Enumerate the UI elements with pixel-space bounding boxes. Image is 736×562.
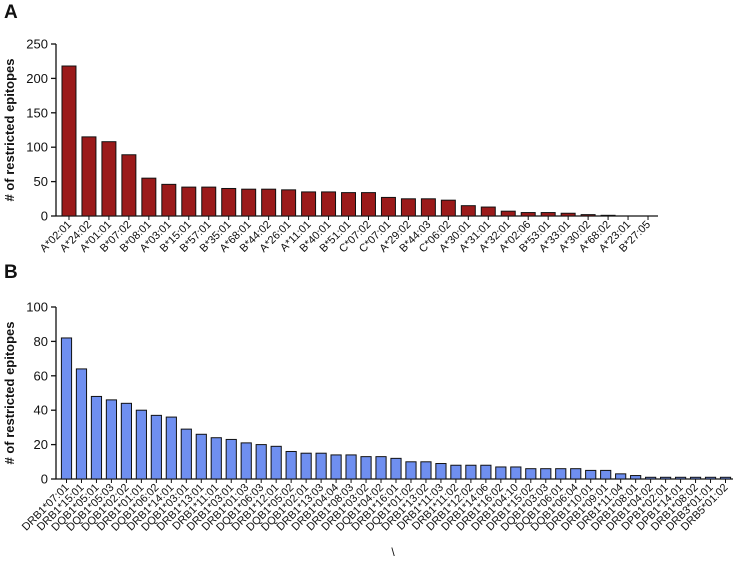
bar <box>241 188 257 217</box>
y-tick-label: 40 <box>34 403 48 418</box>
bar <box>440 199 456 217</box>
y-tick-label: 250 <box>26 37 48 52</box>
y-tick-label: 60 <box>34 368 48 383</box>
bar <box>221 187 237 217</box>
bar <box>240 442 252 480</box>
bar <box>480 464 492 480</box>
bar <box>390 457 402 480</box>
bar <box>60 337 73 480</box>
bar <box>420 461 432 480</box>
bar <box>181 186 197 217</box>
y-tick-label: 100 <box>26 140 48 155</box>
bar <box>225 438 237 480</box>
bar <box>420 198 436 217</box>
bar <box>255 444 267 480</box>
y-tick-label: 20 <box>34 437 48 452</box>
y-tick-label: 50 <box>34 174 48 189</box>
bar <box>525 468 537 480</box>
bar <box>540 212 556 217</box>
bar <box>674 476 687 480</box>
bar <box>141 177 157 217</box>
bar <box>460 205 476 217</box>
bar <box>495 466 507 480</box>
bar <box>360 192 376 217</box>
bar <box>345 454 357 480</box>
bar <box>270 445 282 480</box>
bar <box>510 466 522 480</box>
y-tick-label: 0 <box>41 209 48 224</box>
bar <box>570 468 582 480</box>
bar <box>600 469 612 480</box>
panel-label: A <box>4 2 18 23</box>
bar <box>210 437 222 480</box>
bar <box>400 198 416 217</box>
bar <box>630 475 642 480</box>
bar <box>585 469 597 480</box>
bar <box>201 186 217 217</box>
bar <box>120 402 132 480</box>
bar <box>645 476 657 480</box>
bar <box>580 214 596 217</box>
bar <box>615 473 627 480</box>
bar <box>465 464 477 480</box>
bar <box>301 191 317 217</box>
y-axis-label: # of restricted epitopes <box>2 321 17 464</box>
bar <box>435 463 447 480</box>
bar <box>135 409 147 480</box>
bar <box>520 212 536 217</box>
bar <box>719 476 732 480</box>
y-tick-label: 150 <box>26 105 48 120</box>
bar <box>81 136 97 217</box>
bar <box>161 183 177 217</box>
y-tick-label: 80 <box>34 334 48 349</box>
bar <box>300 452 312 480</box>
y-axis-label: # of restricted epitopes <box>2 58 17 201</box>
bar <box>480 206 496 217</box>
y-tick-label: 0 <box>41 472 48 487</box>
bar <box>180 428 192 480</box>
bar <box>321 191 337 217</box>
bar <box>315 452 327 480</box>
bar <box>689 476 702 480</box>
bar <box>405 461 417 480</box>
bar <box>90 395 103 480</box>
x-axis-label: \ <box>391 545 395 559</box>
y-tick-label: 100 <box>26 300 48 315</box>
bar <box>101 141 117 217</box>
bar <box>375 456 387 480</box>
y-tick-label: 200 <box>26 71 48 86</box>
bar <box>660 476 672 480</box>
bar <box>261 188 277 217</box>
bar <box>555 468 567 480</box>
bar <box>75 368 88 480</box>
panel-label: B <box>4 262 18 283</box>
bar <box>560 212 576 217</box>
bar <box>380 196 396 217</box>
bar <box>540 468 552 480</box>
bar <box>450 464 462 480</box>
bar <box>704 476 717 480</box>
bar <box>330 454 342 480</box>
bar <box>285 450 297 480</box>
bar <box>121 154 137 217</box>
bar <box>341 192 357 217</box>
bar <box>195 433 207 480</box>
bar <box>360 456 372 480</box>
bar <box>281 189 297 217</box>
bar <box>105 399 118 480</box>
bar <box>600 214 616 217</box>
bar <box>165 416 177 480</box>
bar <box>500 210 516 217</box>
bar <box>150 414 162 480</box>
bar <box>61 65 77 217</box>
